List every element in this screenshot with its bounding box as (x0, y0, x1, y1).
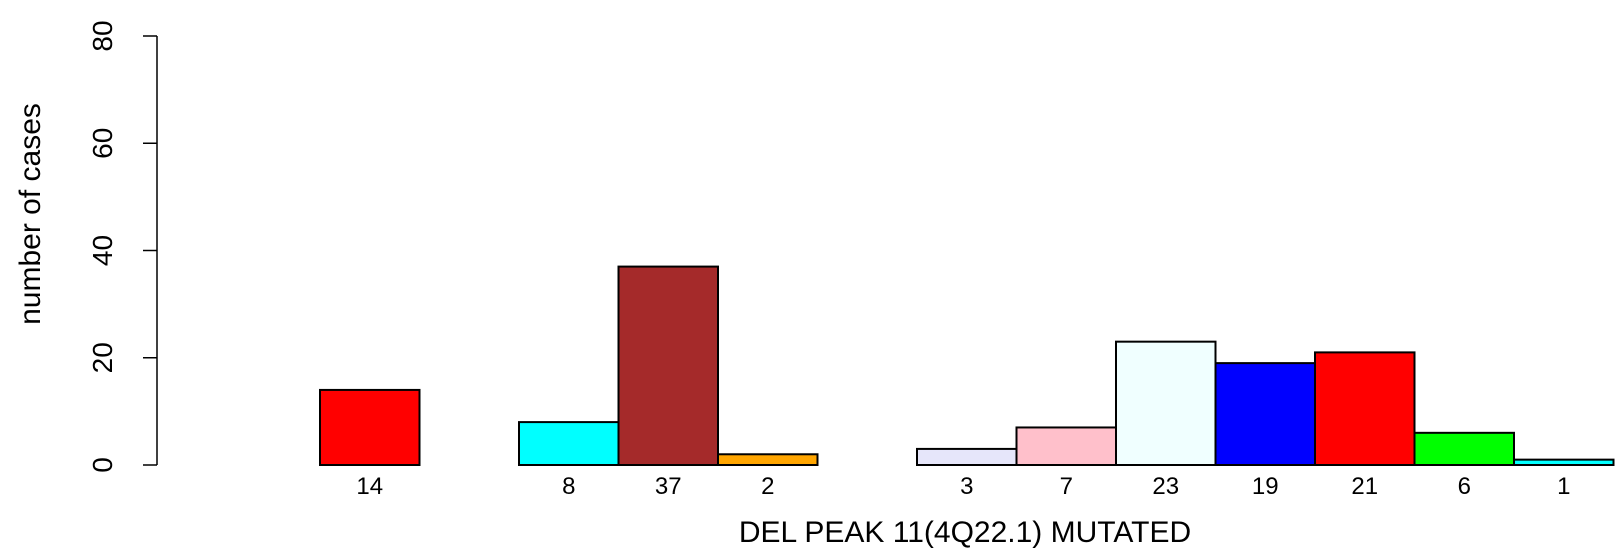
bar (916, 447, 1018, 467)
y-tick-label: 80 (87, 20, 118, 51)
bar-label: 8 (562, 473, 575, 500)
y-axis-label: number of cases (14, 103, 47, 325)
bars (319, 265, 1615, 467)
bar-label: 23 (1152, 473, 1179, 500)
bar (1413, 431, 1515, 467)
y-tick-label: 60 (87, 128, 118, 159)
bar (518, 421, 620, 467)
y-tick-label: 0 (87, 457, 118, 473)
bar (1015, 426, 1117, 466)
bar-label: 14 (356, 473, 383, 500)
bar-label: 6 (1458, 473, 1471, 500)
bar (1214, 362, 1316, 466)
bar (1314, 351, 1416, 467)
bar-label: 19 (1252, 473, 1279, 500)
bar (617, 265, 719, 466)
bar (319, 388, 421, 466)
bar (1513, 458, 1615, 467)
bar-label: 21 (1351, 473, 1378, 500)
bar-labels: 14 8 37 2 3 7 23 19 21 6 1 (356, 473, 1570, 500)
bar-label: 7 (1060, 473, 1073, 500)
y-tick-label: 40 (87, 235, 118, 266)
y-axis: 0 20 40 60 80 (87, 20, 158, 473)
bar (1115, 340, 1217, 467)
y-tick-label: 20 (87, 342, 118, 373)
bar-label: 3 (960, 473, 973, 500)
x-axis-label: DEL PEAK 11(4Q22.1) MUTATED (739, 516, 1191, 549)
bar-label: 37 (655, 473, 682, 500)
bar-label: 2 (761, 473, 774, 500)
bar (717, 453, 819, 466)
bar-label: 1 (1557, 473, 1570, 500)
